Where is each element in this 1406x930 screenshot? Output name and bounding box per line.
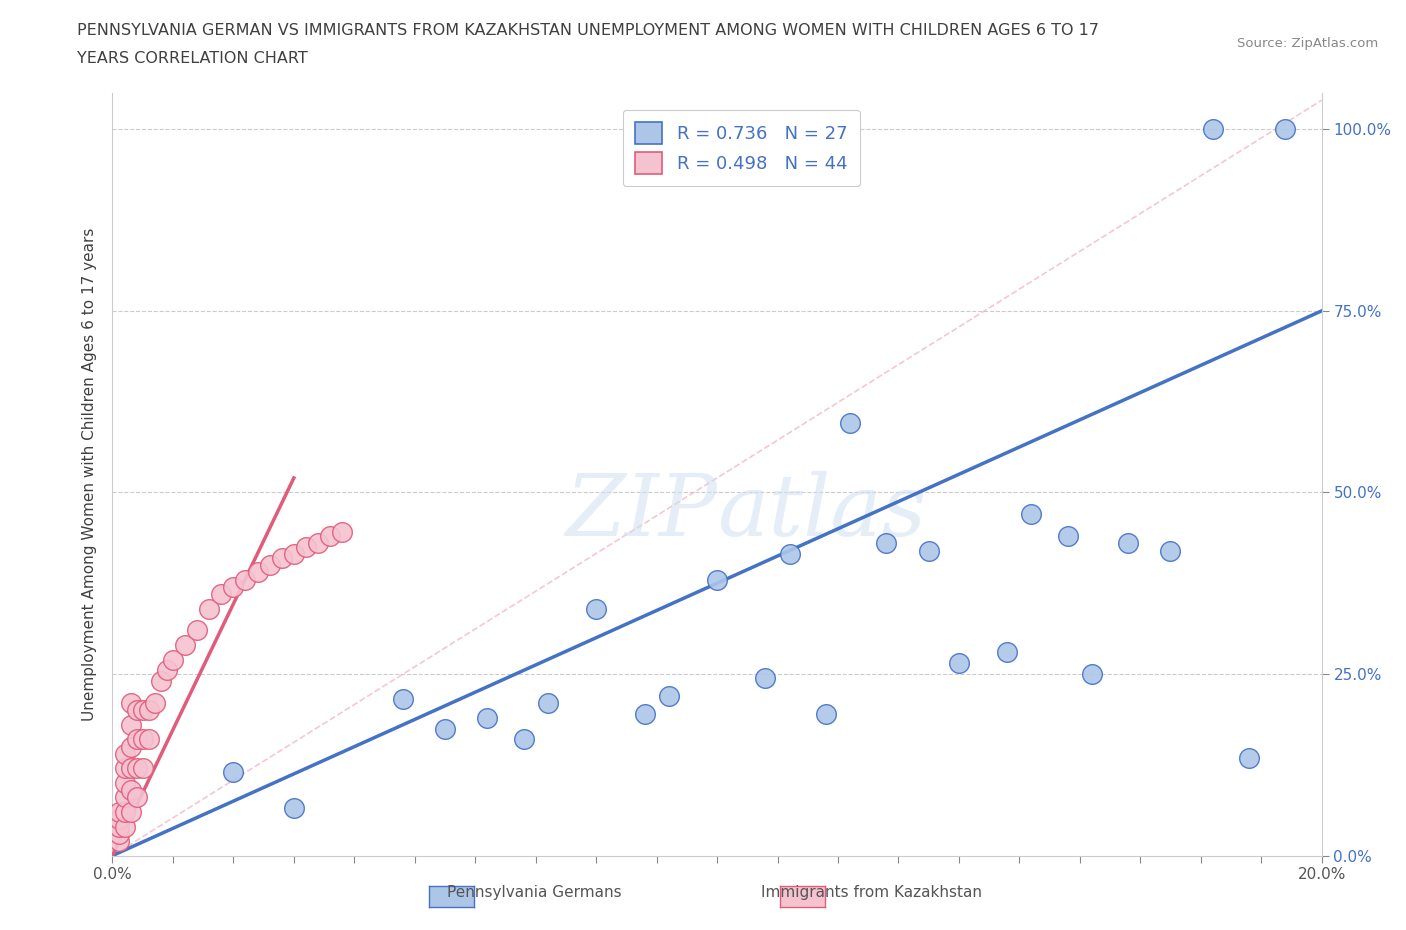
Point <box>633 707 655 722</box>
Point <box>174 638 197 653</box>
Point <box>125 761 148 776</box>
Point <box>132 761 155 776</box>
Point <box>995 644 1018 659</box>
Point <box>107 833 129 848</box>
Point <box>114 761 136 776</box>
Point <box>132 732 155 747</box>
Point <box>198 601 221 616</box>
Point <box>120 717 142 732</box>
Point <box>114 776 136 790</box>
Point <box>125 732 148 747</box>
Point <box>120 739 142 754</box>
Point <box>391 692 413 707</box>
Point <box>186 623 208 638</box>
Point <box>1021 507 1043 522</box>
Point <box>156 663 179 678</box>
Point <box>779 547 801 562</box>
Point <box>107 827 129 842</box>
Point <box>948 656 970 671</box>
Point <box>1116 536 1139 551</box>
Point <box>222 579 245 594</box>
Point <box>1081 667 1104 682</box>
Point <box>706 572 728 587</box>
Point <box>754 671 776 685</box>
Point <box>433 721 456 736</box>
Text: Source: ZipAtlas.com: Source: ZipAtlas.com <box>1237 37 1378 50</box>
Point <box>259 558 281 573</box>
Point <box>814 707 837 722</box>
Point <box>270 551 292 565</box>
Legend: R = 0.736   N = 27, R = 0.498   N = 44: R = 0.736 N = 27, R = 0.498 N = 44 <box>623 110 860 186</box>
Point <box>222 764 245 779</box>
Point <box>1237 751 1260 765</box>
Point <box>120 761 142 776</box>
Point <box>512 732 534 747</box>
Point <box>138 732 160 747</box>
Point <box>283 547 305 562</box>
Point <box>107 804 129 819</box>
Point <box>658 688 681 703</box>
Point <box>295 539 318 554</box>
Point <box>585 601 607 616</box>
Point <box>319 528 342 543</box>
Point <box>125 790 148 805</box>
Point <box>114 819 136 834</box>
Point <box>138 703 160 718</box>
Point <box>114 804 136 819</box>
Point <box>1056 528 1078 543</box>
Point <box>209 587 232 602</box>
Point <box>283 801 305 816</box>
Point <box>114 790 136 805</box>
Point <box>918 543 941 558</box>
Point <box>1202 122 1225 137</box>
Point <box>477 711 499 725</box>
Point <box>120 783 142 798</box>
Text: YEARS CORRELATION CHART: YEARS CORRELATION CHART <box>77 51 308 66</box>
Point <box>330 525 353 539</box>
Point <box>125 703 148 718</box>
Point <box>1274 122 1296 137</box>
Text: atlas: atlas <box>717 472 927 553</box>
Point <box>246 565 269 579</box>
Point <box>875 536 897 551</box>
Point <box>537 696 560 711</box>
Text: Pennsylvania Germans: Pennsylvania Germans <box>447 885 621 900</box>
Point <box>143 696 166 711</box>
Point <box>839 416 862 431</box>
Point <box>162 652 184 667</box>
Point <box>149 674 172 689</box>
Point <box>235 572 257 587</box>
Text: ZIP: ZIP <box>565 472 717 553</box>
Point <box>132 703 155 718</box>
Point <box>1159 543 1181 558</box>
Point <box>107 819 129 834</box>
Text: PENNSYLVANIA GERMAN VS IMMIGRANTS FROM KAZAKHSTAN UNEMPLOYMENT AMONG WOMEN WITH : PENNSYLVANIA GERMAN VS IMMIGRANTS FROM K… <box>77 23 1099 38</box>
Point <box>120 804 142 819</box>
Point <box>107 812 129 827</box>
Point <box>120 696 142 711</box>
Point <box>307 536 329 551</box>
Y-axis label: Unemployment Among Women with Children Ages 6 to 17 years: Unemployment Among Women with Children A… <box>82 228 97 721</box>
Text: Immigrants from Kazakhstan: Immigrants from Kazakhstan <box>761 885 983 900</box>
Point <box>114 747 136 762</box>
